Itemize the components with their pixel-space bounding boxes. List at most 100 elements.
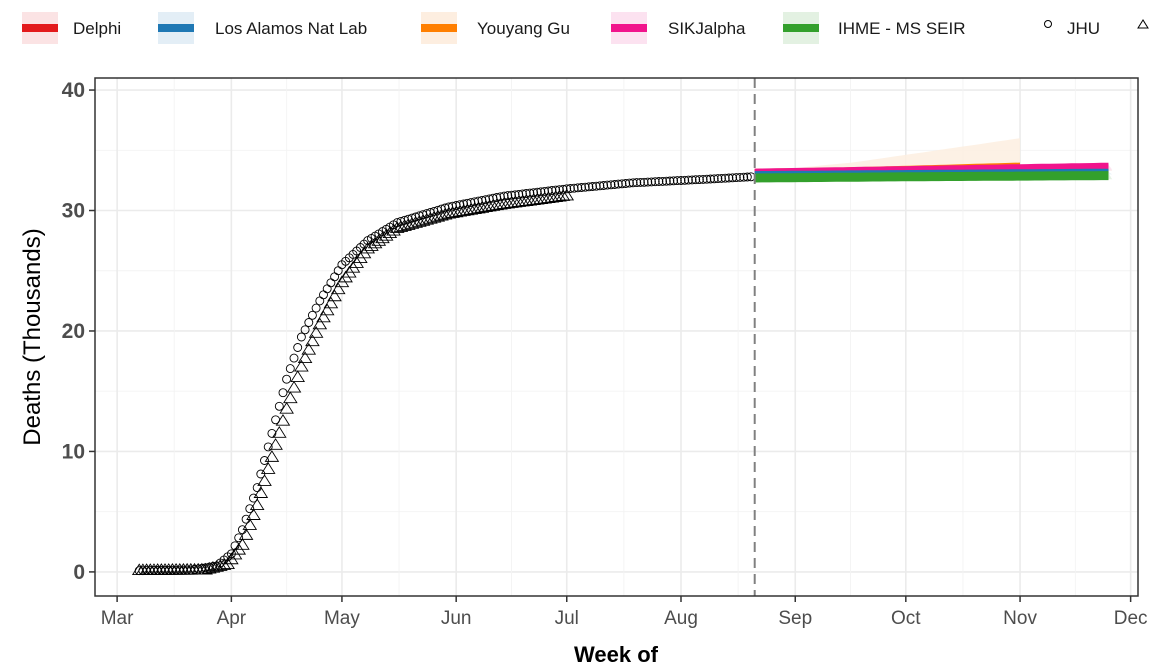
observed-triangle-point bbox=[235, 538, 250, 550]
legend-key-triangle bbox=[1137, 19, 1149, 29]
jhu-point bbox=[562, 184, 572, 194]
jhu-point bbox=[495, 192, 505, 202]
jhu-point bbox=[282, 374, 292, 384]
observed-triangle-point bbox=[294, 359, 309, 372]
jhu-point bbox=[680, 175, 690, 185]
x-tick-label: Sep bbox=[778, 608, 812, 629]
jhu-point bbox=[551, 185, 561, 195]
x-tick-label: May bbox=[324, 608, 360, 629]
observed-triangle-point bbox=[260, 462, 276, 474]
grid-lines bbox=[95, 78, 1138, 596]
jhu-point bbox=[577, 183, 586, 192]
jhu-point bbox=[706, 174, 715, 184]
jhu-point bbox=[521, 189, 531, 198]
y-axis: 0 10 20 30 40 bbox=[62, 79, 95, 584]
jhu-point bbox=[510, 190, 520, 200]
jhu-point bbox=[234, 533, 244, 543]
jhu-point bbox=[617, 179, 627, 189]
jhu-point bbox=[554, 185, 564, 195]
x-tick-label: Jul bbox=[555, 608, 579, 629]
jhu-point bbox=[613, 179, 623, 189]
observed-triangle-point bbox=[216, 558, 232, 570]
jhu-point bbox=[624, 178, 634, 188]
x-tick-label: Apr bbox=[217, 608, 247, 629]
jhu-point bbox=[606, 180, 616, 190]
x-tick-label: Dec bbox=[1114, 608, 1148, 629]
observed-triangle-point bbox=[316, 310, 331, 323]
observed-triangle-point bbox=[305, 334, 320, 347]
legend-label: Youyang Gu bbox=[477, 19, 570, 38]
observed-triangle-point bbox=[257, 474, 272, 486]
jhu-point bbox=[477, 195, 487, 205]
jhu-point bbox=[676, 176, 686, 185]
jhu-point bbox=[591, 181, 601, 191]
observed-triangle-point bbox=[297, 351, 313, 364]
observed-triangle-point bbox=[386, 223, 401, 236]
observed-triangle-point bbox=[264, 450, 280, 462]
observed-triangle-point bbox=[308, 326, 324, 338]
observed-triangle-point bbox=[559, 188, 575, 201]
observed-triangle-point bbox=[283, 391, 298, 404]
jhu-point bbox=[499, 191, 509, 201]
jhu-point bbox=[547, 186, 557, 195]
jhu-point bbox=[610, 180, 620, 189]
observed-triangle-point bbox=[246, 508, 261, 520]
jhu-point bbox=[285, 364, 295, 374]
observed-triangle-point bbox=[327, 289, 342, 302]
y-tick-label: 40 bbox=[62, 79, 85, 102]
x-axis: Mar Apr May Jun Jul Aug Sep Oct Nov Dec bbox=[101, 596, 1148, 629]
y-tick-label: 20 bbox=[62, 320, 85, 343]
jhu-point bbox=[728, 173, 738, 183]
jhu-point bbox=[602, 180, 612, 190]
jhu-point bbox=[735, 172, 745, 182]
x-axis-title: Week of bbox=[574, 642, 659, 667]
jhu-point bbox=[503, 191, 513, 201]
observed-triangle-point bbox=[312, 317, 328, 330]
legend-label: JHU bbox=[1067, 19, 1100, 38]
x-tick-label: Nov bbox=[1003, 608, 1037, 629]
observed-triangle-point bbox=[275, 413, 291, 426]
jhu-point bbox=[739, 172, 749, 182]
x-tick-label: Oct bbox=[891, 608, 921, 629]
jhu-point bbox=[296, 332, 306, 342]
jhu-point bbox=[621, 179, 631, 188]
jhu-point bbox=[565, 184, 575, 193]
jhu-point bbox=[260, 456, 269, 465]
jhu-point bbox=[665, 176, 675, 186]
jhu-point bbox=[647, 177, 656, 187]
jhu-point bbox=[639, 177, 649, 187]
legend: Delphi Los Alamos Nat Lab Youyang Gu SIKJal… bbox=[22, 12, 1149, 44]
observed-triangle-point bbox=[271, 426, 287, 438]
observed-triangle-point bbox=[319, 303, 335, 316]
jhu-point bbox=[514, 189, 524, 199]
observed-triangle-point bbox=[268, 438, 283, 450]
jhu-point bbox=[267, 428, 277, 438]
forecast-line bbox=[754, 171, 1109, 183]
legend-label: Los Alamos Nat Lab bbox=[215, 19, 367, 38]
jhu-point bbox=[691, 175, 701, 185]
jhu-point bbox=[245, 504, 255, 514]
jhu-point bbox=[304, 318, 314, 327]
jhu-point bbox=[694, 175, 704, 185]
jhu-point bbox=[650, 177, 660, 187]
observed-triangle-point bbox=[279, 401, 294, 414]
jhu-point bbox=[628, 178, 638, 188]
jhu-point bbox=[569, 183, 579, 193]
y-tick-label: 30 bbox=[62, 200, 85, 223]
jhu-point bbox=[311, 303, 321, 313]
observed-triangle-point bbox=[330, 282, 346, 295]
jhu-point bbox=[709, 174, 719, 184]
jhu-point bbox=[742, 172, 752, 182]
jhu-point bbox=[518, 189, 527, 199]
jhu-point bbox=[599, 181, 609, 190]
jhu-point bbox=[669, 176, 679, 186]
jhu-point bbox=[293, 343, 303, 352]
x-tick-label: Jun bbox=[441, 608, 472, 629]
jhu-point bbox=[713, 174, 723, 184]
jhu-point bbox=[580, 182, 590, 192]
jhu-point bbox=[717, 173, 726, 183]
jhu-point bbox=[532, 187, 542, 197]
observed-triangle-point bbox=[555, 189, 571, 201]
jhu-point bbox=[584, 182, 594, 192]
